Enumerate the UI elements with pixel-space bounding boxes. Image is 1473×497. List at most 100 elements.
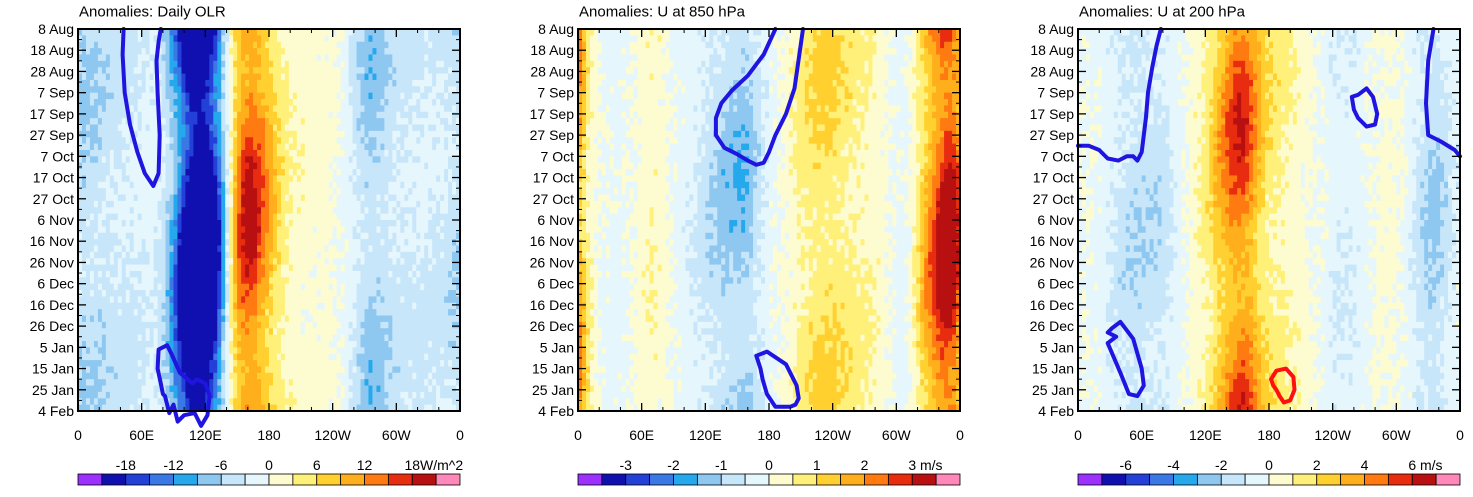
heatmap-cell xyxy=(113,79,119,87)
heatmap-cell xyxy=(165,207,171,215)
heatmap-cell xyxy=(253,86,258,94)
heatmap-cell xyxy=(89,239,95,247)
heatmap-cell xyxy=(225,48,230,56)
heatmap-cell xyxy=(225,372,230,380)
heatmap-cell xyxy=(201,169,206,177)
heatmap-cell xyxy=(392,156,397,164)
heatmap-cell xyxy=(404,79,409,87)
heatmap-cell xyxy=(97,309,103,317)
heatmap-cell xyxy=(380,309,385,317)
heatmap-cell xyxy=(125,290,131,297)
heatmap-cell xyxy=(257,290,262,297)
heatmap-cell xyxy=(101,334,107,342)
heatmap-cell xyxy=(308,118,314,126)
heatmap-cell xyxy=(396,99,401,106)
heatmap-cell xyxy=(113,372,119,380)
heatmap-cell xyxy=(288,360,294,368)
heatmap-cell xyxy=(193,48,198,56)
heatmap-cell xyxy=(388,60,393,68)
heatmap-cell xyxy=(380,379,385,387)
heatmap-cell xyxy=(404,48,409,56)
heatmap-cell xyxy=(404,118,409,126)
heatmap-cell xyxy=(129,398,135,406)
heatmap-cell xyxy=(105,232,111,240)
heatmap-cell xyxy=(85,404,91,412)
heatmap-cell xyxy=(376,207,382,215)
heatmap-cell xyxy=(129,213,135,221)
heatmap-cell xyxy=(161,404,167,412)
heatmap-cell xyxy=(181,105,187,113)
heatmap-cell xyxy=(213,353,218,361)
heatmap-cell xyxy=(308,321,314,329)
heatmap-cell xyxy=(320,296,326,304)
heatmap-cell xyxy=(257,181,262,189)
heatmap-cell xyxy=(101,149,107,157)
heatmap-cell xyxy=(324,309,330,317)
heatmap-cell xyxy=(201,264,206,272)
heatmap-cell xyxy=(125,239,131,247)
heatmap-cell xyxy=(129,302,135,310)
heatmap-cell xyxy=(185,29,191,36)
heatmap-cell xyxy=(348,220,354,227)
heatmap-cell xyxy=(109,124,115,132)
heatmap-cell xyxy=(396,360,401,368)
heatmap-cell xyxy=(93,92,99,100)
heatmap-cell xyxy=(173,175,179,183)
heatmap-cell xyxy=(237,372,242,380)
heatmap-cell xyxy=(340,105,346,113)
heatmap-cell xyxy=(276,162,282,170)
heatmap-cell xyxy=(145,156,151,164)
heatmap-cell xyxy=(237,220,242,227)
heatmap-cell xyxy=(165,169,171,177)
heatmap-cell xyxy=(280,54,286,62)
heatmap-cell xyxy=(388,67,393,75)
heatmap-cell xyxy=(336,264,342,272)
heatmap-cell xyxy=(324,41,330,49)
heatmap-cell xyxy=(265,41,270,49)
heatmap-cell xyxy=(105,302,111,310)
heatmap-cell xyxy=(237,379,242,387)
heatmap-cell xyxy=(396,73,401,81)
heatmap-cell xyxy=(109,321,115,329)
heatmap-cell xyxy=(169,54,175,62)
heatmap-cell xyxy=(265,118,270,126)
heatmap-cell xyxy=(280,404,286,412)
heatmap-cell xyxy=(276,86,282,94)
heatmap-cell xyxy=(161,220,167,227)
heatmap-cell xyxy=(284,130,290,138)
heatmap-cell xyxy=(288,398,294,406)
heatmap-cell xyxy=(217,277,222,285)
heatmap-cell xyxy=(324,251,330,259)
heatmap-cell xyxy=(288,264,294,272)
heatmap-cell xyxy=(89,385,95,393)
heatmap-cell xyxy=(400,79,405,87)
heatmap-cell xyxy=(93,296,99,304)
heatmap-cell xyxy=(145,149,151,157)
heatmap-cell xyxy=(344,29,350,36)
heatmap-cell xyxy=(209,379,214,387)
heatmap-cell xyxy=(269,379,274,387)
heatmap-cell xyxy=(117,277,123,285)
heatmap-cell xyxy=(109,328,115,336)
heatmap-cell xyxy=(129,194,135,202)
heatmap-cell xyxy=(157,264,163,272)
heatmap-cell xyxy=(368,181,374,189)
heatmap-cell xyxy=(368,404,374,412)
heatmap-cell xyxy=(253,175,258,183)
heatmap-cell xyxy=(105,162,111,170)
heatmap-cell xyxy=(272,213,278,221)
heatmap-cell xyxy=(177,79,183,87)
heatmap-cell xyxy=(161,232,167,240)
heatmap-cell xyxy=(300,258,306,266)
heatmap-cell xyxy=(97,321,103,329)
heatmap-cell xyxy=(245,239,250,247)
heatmap-cell xyxy=(237,258,242,266)
heatmap-cell xyxy=(241,35,246,43)
heatmap-cell xyxy=(185,220,191,227)
heatmap-cell xyxy=(284,315,290,323)
heatmap-cell xyxy=(145,277,151,285)
heatmap-cell xyxy=(376,283,382,291)
heatmap-cell xyxy=(392,118,397,126)
heatmap-cell xyxy=(121,277,127,285)
heatmap-cell xyxy=(129,73,135,81)
